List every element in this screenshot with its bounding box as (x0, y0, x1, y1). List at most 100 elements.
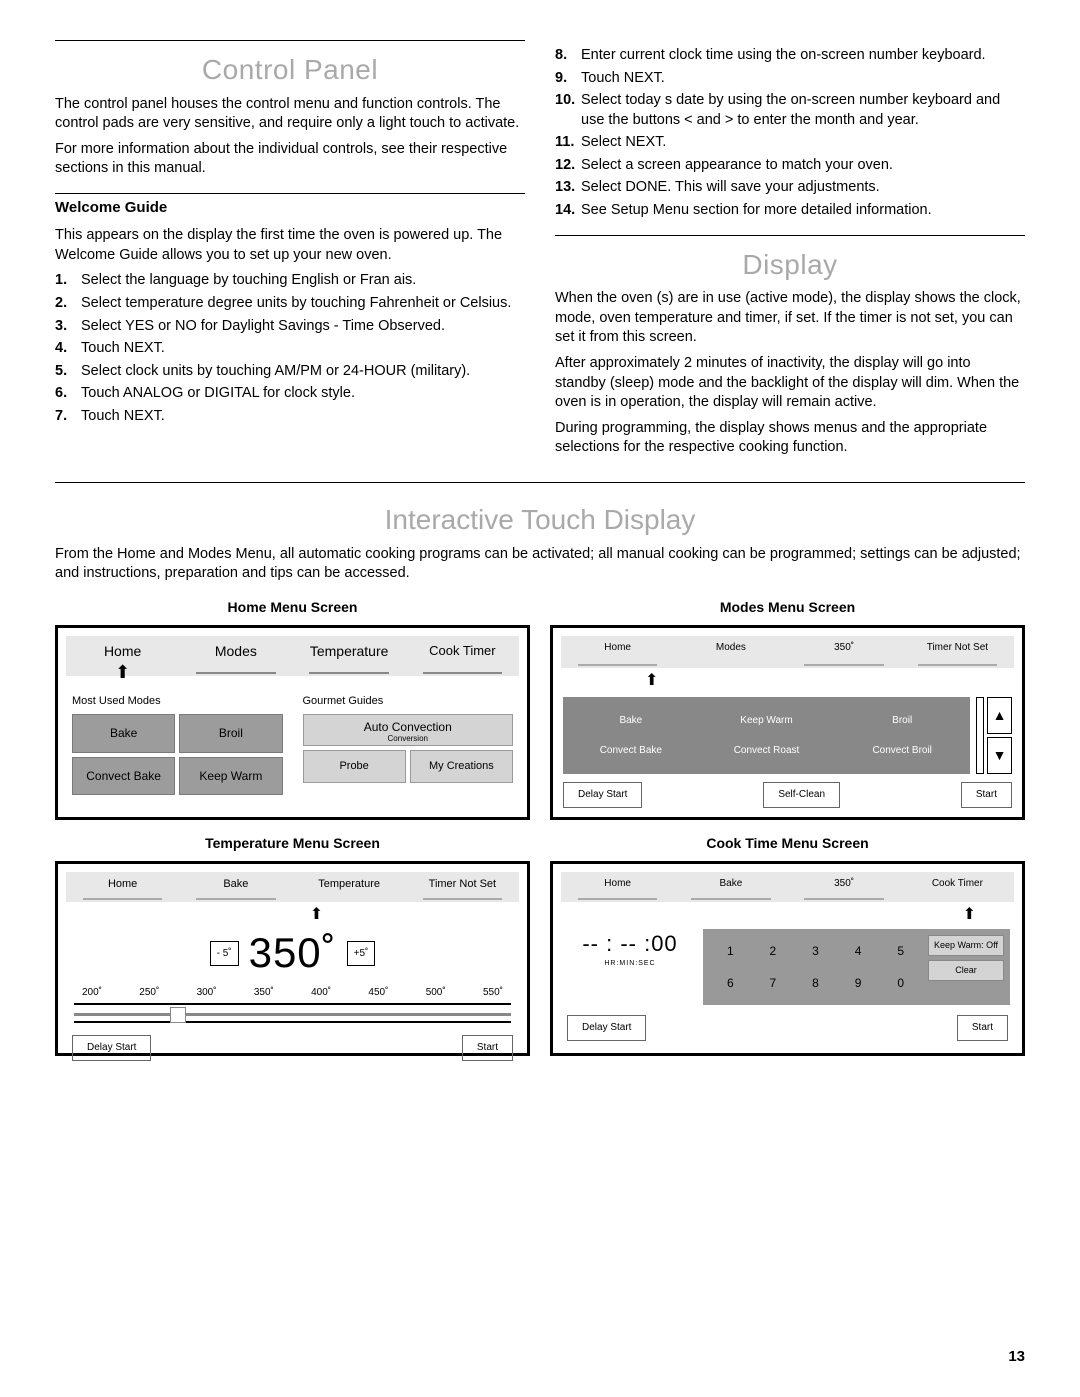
hm-btn-autoconv[interactable]: Auto ConvectionConversion (303, 714, 514, 746)
wg-intro: This appears on the display the first ti… (55, 226, 525, 265)
hm-tab-home[interactable]: Home⬆ (66, 636, 179, 676)
hm-btn-broil[interactable]: Broil (179, 714, 282, 752)
tm-scale-tick: 400˚ (311, 986, 331, 1000)
hm-btn-probe[interactable]: Probe (303, 750, 406, 783)
ct-time-units: HR:MIN:SEC (565, 959, 695, 968)
page-number: 13 (1008, 1347, 1025, 1367)
ct-key-1[interactable]: 1 (709, 935, 752, 967)
hm-btn-keepwarm[interactable]: Keep Warm (179, 757, 282, 795)
tm-plus5[interactable]: +5˚ (347, 941, 376, 967)
tm-scale-tick: 450˚ (368, 986, 388, 1000)
tm-delaystart[interactable]: Delay Start (72, 1035, 151, 1061)
mm-tab-timer[interactable]: Timer Not Set (901, 636, 1014, 668)
ct-key-9[interactable]: 9 (837, 967, 880, 999)
wg-step: 10.Select today s date by using the on-s… (555, 91, 1025, 130)
tm-scale-tick: 250˚ (139, 986, 159, 1000)
ct-key-5[interactable]: 5 (879, 935, 922, 967)
wg-step: 3.Select YES or NO for Daylight Savings … (55, 317, 525, 337)
hm-tab-timer[interactable]: Cook Timer (406, 636, 519, 676)
hm-tab-modes[interactable]: Modes (179, 636, 292, 676)
mm-croast[interactable]: Convect Roast (703, 739, 831, 763)
ct-time-display: -- : -- :00 (565, 929, 695, 959)
mm-bake[interactable]: Bake (567, 709, 695, 733)
ct-key-8[interactable]: 8 (794, 967, 837, 999)
tm-tab-temp[interactable]: Temperature (293, 872, 406, 902)
wg-step: 4.Touch NEXT. (55, 339, 525, 359)
tm-bigtemp: 350˚ (249, 925, 337, 982)
mm-tab-modes[interactable]: Modes (674, 636, 787, 668)
ct-keepwarm-off[interactable]: Keep Warm: Off (928, 935, 1004, 956)
ct-key-0[interactable]: 0 (879, 967, 922, 999)
wg-step: 6.Touch ANALOG or DIGITAL for clock styl… (55, 384, 525, 404)
cook-menu-screen: Home Bake 350˚ Cook Timer ⬆ -- : -- :00 … (550, 861, 1025, 1056)
interactive-title: Interactive Touch Display (55, 501, 1025, 539)
interactive-intro: From the Home and Modes Menu, all automa… (55, 545, 1025, 584)
arrow-up-icon: ⬆ (114, 904, 519, 926)
display-title: Display (555, 246, 1025, 284)
arrow-up-icon: ⬆ (561, 904, 1014, 926)
mm-tab-temp[interactable]: 350˚ (788, 636, 901, 668)
ct-key-6[interactable]: 6 (709, 967, 752, 999)
mm-selfclean[interactable]: Self-Clean (763, 782, 840, 808)
ct-key-4[interactable]: 4 (837, 935, 880, 967)
tm-slider[interactable] (74, 1003, 511, 1023)
mm-cbake[interactable]: Convect Bake (567, 739, 695, 763)
ct-tab-timer[interactable]: Cook Timer (901, 872, 1014, 902)
tm-start[interactable]: Start (462, 1035, 513, 1061)
temp-menu-screen: Home Bake Temperature Timer Not Set ⬆ - … (55, 861, 530, 1056)
mm-cbroil[interactable]: Convect Broil (838, 739, 966, 763)
ct-key-3[interactable]: 3 (794, 935, 837, 967)
ct-tab-bake[interactable]: Bake (674, 872, 787, 902)
display-p3: During programming, the display shows me… (555, 419, 1025, 458)
mm-broil[interactable]: Broil (838, 709, 966, 733)
cp-para-1: The control panel houses the control men… (55, 95, 525, 134)
wg-step: 13.Select DONE. This will save your adju… (555, 178, 1025, 198)
screens-row-1: Home Menu Screen Home⬆ Modes Temperature… (55, 594, 1025, 820)
ct-keypad: 12345 67890 (709, 935, 922, 999)
tm-scale-tick: 350˚ (254, 986, 274, 1000)
ct-start[interactable]: Start (957, 1015, 1008, 1041)
tm-tab-bake[interactable]: Bake (179, 872, 292, 902)
tm-minus5[interactable]: - 5˚ (210, 941, 239, 967)
cp-para-2: For more information about the individua… (55, 140, 525, 179)
modes-menu-screen: Home Modes 350˚ Timer Not Set ⬆ Bake Kee… (550, 625, 1025, 820)
ct-delaystart[interactable]: Delay Start (567, 1015, 646, 1041)
tm-tab-home[interactable]: Home (66, 872, 179, 902)
mm-keepwarm[interactable]: Keep Warm (703, 709, 831, 733)
tm-scale-tick: 200˚ (82, 986, 102, 1000)
arrow-up-icon: ⬆ (115, 660, 130, 684)
ct-key-7[interactable]: 7 (752, 967, 795, 999)
control-panel-title: Control Panel (55, 51, 525, 89)
hm-btn-convectbake[interactable]: Convect Bake (72, 757, 175, 795)
right-column: 8.Enter current clock time using the on-… (555, 40, 1025, 464)
display-p2: After approximately 2 minutes of inactiv… (555, 354, 1025, 413)
home-menu-title: Home Menu Screen (55, 598, 530, 617)
ct-clear[interactable]: Clear (928, 960, 1004, 981)
wg-step: 5.Select clock units by touching AM/PM o… (55, 362, 525, 382)
scroll-down-icon[interactable]: ▼ (987, 737, 1012, 774)
wg-step: 12.Select a screen appearance to match y… (555, 156, 1025, 176)
ct-tab-home[interactable]: Home (561, 872, 674, 902)
hm-tab-temp[interactable]: Temperature (293, 636, 406, 676)
ct-key-2[interactable]: 2 (752, 935, 795, 967)
ct-tab-temp[interactable]: 350˚ (788, 872, 901, 902)
hm-btn-bake[interactable]: Bake (72, 714, 175, 752)
tm-scale-tick: 500˚ (426, 986, 446, 1000)
mm-delaystart[interactable]: Delay Start (563, 782, 642, 808)
wg-step: 14.See Setup Menu section for more detai… (555, 201, 1025, 221)
mm-tab-home[interactable]: Home (561, 636, 674, 668)
tm-scale-tick: 550˚ (483, 986, 503, 1000)
gourmet-label: Gourmet Guides (303, 694, 514, 709)
hm-btn-mycreations[interactable]: My Creations (410, 750, 513, 783)
wg-right-steps: 8.Enter current clock time using the on-… (555, 46, 1025, 221)
welcome-guide-head: Welcome Guide (55, 198, 525, 218)
wg-step: 7.Touch NEXT. (55, 407, 525, 427)
mm-start[interactable]: Start (961, 782, 1012, 808)
wg-step: 1.Select the language by touching Englis… (55, 271, 525, 291)
top-two-columns: Control Panel The control panel houses t… (55, 40, 1025, 464)
scroll-up-icon[interactable]: ▲ (987, 697, 1012, 734)
tm-tab-timer[interactable]: Timer Not Set (406, 872, 519, 902)
home-menu-screen: Home⬆ Modes Temperature Cook Timer Most … (55, 625, 530, 820)
wg-step: 2.Select temperature degree units by tou… (55, 294, 525, 314)
arrow-up-icon: ⬆ (645, 670, 1014, 692)
